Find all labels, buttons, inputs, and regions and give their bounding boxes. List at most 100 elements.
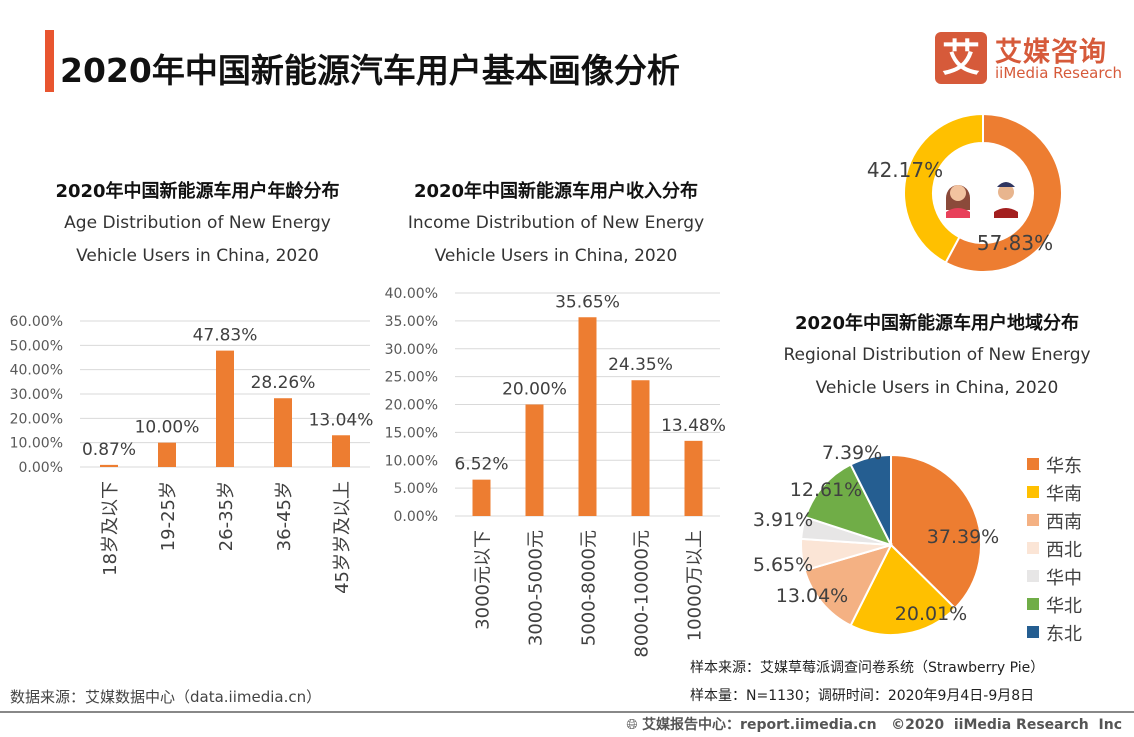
logo-en-text: iiMedia Research: [995, 64, 1122, 82]
x-tick-label: 5000-8000元: [579, 530, 600, 646]
legend-swatch: [1027, 542, 1039, 554]
x-tick-label: 3000元以下: [473, 530, 494, 630]
x-tick-label: 18岁及以下: [100, 481, 121, 576]
footer: 🌐︎ 艾媒报告中心：report.iimedia.cn ©2020 iiMedi…: [626, 714, 1122, 734]
y-tick-label: 25.00%: [385, 370, 438, 386]
pie-data-label: 5.65%: [753, 554, 813, 576]
income-chart-title: 2020年中国新能源车用户收入分布: [413, 181, 699, 202]
y-tick-label: 35.00%: [385, 314, 438, 330]
y-tick-label: 5.00%: [394, 481, 438, 497]
y-tick-label: 15.00%: [385, 425, 438, 441]
legend-label: 西北: [1046, 540, 1082, 561]
region-chart-subtitle-2: Vehicle Users in China, 2020: [815, 378, 1059, 398]
legend-swatch: [1027, 626, 1039, 638]
bar: [100, 464, 118, 467]
data-label: 20.00%: [502, 380, 567, 400]
man-avatar-icon: [998, 184, 1014, 200]
globe-icon: 🌐︎: [626, 717, 643, 733]
data-label: 35.65%: [555, 292, 620, 312]
legend-label: 华东: [1046, 456, 1082, 477]
x-tick-label: 45岁岁及以上: [332, 481, 353, 594]
logo-cn-text: 艾媒咨询: [995, 37, 1107, 68]
bar: [684, 440, 703, 516]
x-tick-label: 19-25岁: [158, 481, 179, 551]
legend-swatch: [1027, 598, 1039, 610]
bar: [525, 404, 544, 516]
legend-swatch: [1027, 514, 1039, 526]
woman-avatar-icon: [946, 208, 970, 218]
data-label: 13.48%: [661, 416, 726, 436]
y-tick-label: 10.00%: [10, 436, 63, 452]
x-tick-label: 3000-5000元: [526, 530, 547, 646]
y-tick-label: 40.00%: [10, 363, 63, 379]
bar: [274, 398, 292, 467]
footer-divider: [0, 711, 1134, 713]
legend-label: 华中: [1046, 568, 1082, 589]
pie-data-label: 12.61%: [790, 479, 862, 501]
legend-label: 东北: [1046, 624, 1082, 645]
y-tick-label: 20.00%: [10, 411, 63, 427]
footer-text: 艾媒报告中心：report.iimedia.cn ©2020 iiMedia R…: [642, 717, 1122, 733]
data-label: 28.26%: [251, 373, 316, 393]
bar: [216, 350, 234, 467]
data-source-note: 数据来源：艾媒数据中心（data.iimedia.cn）: [10, 688, 322, 706]
iimedia-logo: 艾 艾媒咨询 iiMedia Research: [935, 32, 1122, 88]
age-chart-subtitle-2: Vehicle Users in China, 2020: [76, 246, 319, 266]
legend-swatch: [1027, 486, 1039, 498]
age-chart-title: 2020年中国新能源车用户年龄分布: [55, 181, 340, 202]
bar: [631, 380, 650, 516]
pie-data-label: 37.39%: [927, 526, 999, 548]
x-tick-label: 8000-10000元: [632, 530, 653, 658]
bar: [578, 317, 597, 516]
age-chart-subtitle-1: Age Distribution of New Energy: [64, 213, 331, 233]
donut-label-male: 57.83%: [977, 231, 1053, 255]
man-avatar-icon: [997, 182, 1015, 187]
legend-label: 华南: [1046, 484, 1082, 505]
region-chart-subtitle-1: Regional Distribution of New Energy: [783, 345, 1091, 365]
page-title: 2020年中国新能源汽车用户基本画像分析: [60, 51, 680, 90]
title-accent-bar: [45, 30, 54, 92]
legend-swatch: [1027, 458, 1039, 470]
bar: [332, 435, 350, 467]
pie-data-label: 7.39%: [822, 442, 882, 464]
pie-slice-华北: [804, 463, 893, 547]
y-tick-label: 20.00%: [385, 398, 438, 414]
y-tick-label: 0.00%: [19, 460, 63, 476]
woman-avatar-icon: [950, 185, 966, 201]
income-chart-subtitle-1: Income Distribution of New Energy: [407, 213, 705, 233]
pie-slice-华东: [890, 453, 982, 610]
x-tick-label: 36-45岁: [274, 481, 295, 551]
man-avatar-icon: [994, 208, 1018, 218]
data-label: 13.04%: [309, 410, 374, 430]
sample-size-note: 样本量：N=1130；调研时间：2020年9月4日-9月8日: [690, 688, 1035, 704]
sample-source-note: 样本来源：艾媒草莓派调查问卷系统（Strawberry Pie）: [690, 660, 1045, 676]
y-tick-label: 50.00%: [10, 338, 63, 354]
data-label: 0.87%: [82, 440, 136, 460]
pie-data-label: 20.01%: [895, 603, 967, 625]
x-tick-label: 10000万以上: [685, 530, 706, 641]
data-label: 10.00%: [135, 418, 200, 438]
y-tick-label: 30.00%: [385, 342, 438, 358]
pie-slice-东北: [849, 453, 892, 546]
donut-slice-female: [903, 112, 984, 264]
donut-slice-male: [944, 112, 1063, 273]
logo-icon: 艾: [935, 32, 987, 84]
pie-data-label: 3.91%: [753, 509, 813, 531]
y-tick-label: 40.00%: [385, 286, 438, 302]
donut-label-female: 42.17%: [867, 158, 943, 182]
y-tick-label: 30.00%: [10, 387, 63, 403]
legend-label: 华北: [1046, 596, 1082, 617]
pie-data-label: 13.04%: [776, 585, 848, 607]
bar: [158, 442, 176, 467]
income-chart-subtitle-2: Vehicle Users in China, 2020: [434, 246, 678, 266]
data-label: 47.83%: [193, 326, 258, 346]
x-tick-label: 26-35岁: [216, 481, 237, 551]
data-label: 6.52%: [454, 455, 508, 475]
legend-swatch: [1027, 570, 1039, 582]
bar: [472, 479, 491, 516]
region-chart-title: 2020年中国新能源车用户地域分布: [794, 313, 1080, 334]
y-tick-label: 60.00%: [10, 314, 63, 330]
y-tick-label: 10.00%: [385, 453, 438, 469]
y-tick-label: 0.00%: [394, 509, 438, 525]
